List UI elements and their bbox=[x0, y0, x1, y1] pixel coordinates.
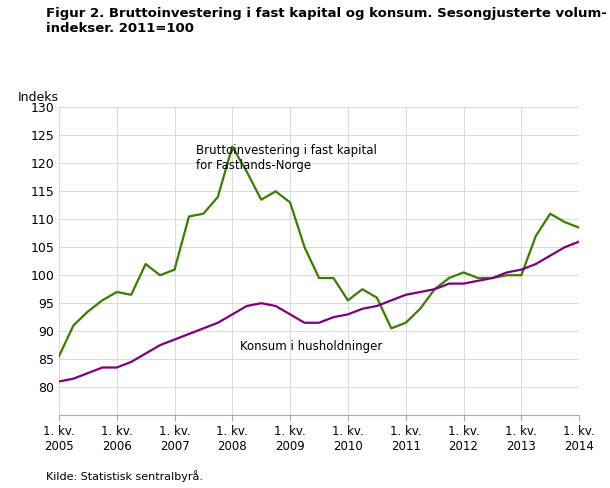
Text: Kilde: Statistisk sentralbyrå.: Kilde: Statistisk sentralbyrå. bbox=[46, 470, 203, 482]
Text: Konsum i husholdninger: Konsum i husholdninger bbox=[240, 340, 382, 352]
Text: Bruttoinvestering i fast kapital
for Fastlands-Norge: Bruttoinvestering i fast kapital for Fas… bbox=[196, 144, 377, 172]
Text: Figur 2. Bruttoinvestering i fast kapital og konsum. Sesongjusterte volum-
indek: Figur 2. Bruttoinvestering i fast kapita… bbox=[46, 7, 606, 35]
Text: Indeks: Indeks bbox=[17, 91, 59, 104]
